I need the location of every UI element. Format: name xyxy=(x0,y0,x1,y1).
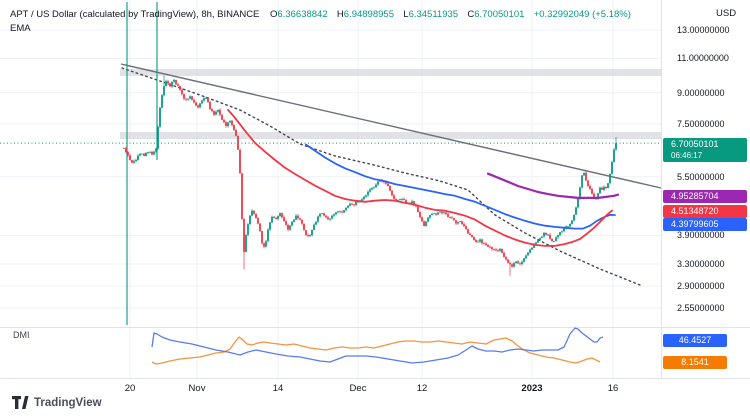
ohlc-change-value: +0.32992049 (+5.18%) xyxy=(533,9,631,20)
price-axis-badge: 4.95285704 xyxy=(663,190,747,203)
ohlc-open-value: 6.36638842 xyxy=(277,9,328,20)
tradingview-logo-text: TradingView xyxy=(34,396,102,409)
price-tick-label: 3.90000000 xyxy=(677,230,725,241)
time-tick-label: 16 xyxy=(607,383,619,394)
tradingview-logo[interactable]: TradingView xyxy=(12,396,102,409)
indicator-ema-label[interactable]: EMA xyxy=(10,23,31,34)
ohlc-close-label: C xyxy=(467,9,475,20)
ohlc-high-value: 6.94898955 xyxy=(343,9,394,20)
indicator-dmi-label[interactable]: DMI xyxy=(13,330,30,340)
ohlc-open-label: O xyxy=(270,9,278,20)
time-tick-label: Nov xyxy=(188,383,206,394)
time-tick-label: 20 xyxy=(124,383,136,394)
price-tick-label: 2.90000000 xyxy=(677,281,725,292)
price-tick-label: 7.50000000 xyxy=(677,118,725,129)
ohlc-low-label: L xyxy=(403,9,409,20)
ohlc-close-value: 6.70050101 xyxy=(474,9,525,20)
price-axis-badge: 6.70050101 06:46:17 xyxy=(663,138,747,162)
time-tick-label: 2023 xyxy=(521,383,543,394)
price-tick-label: 11.00000000 xyxy=(677,53,729,64)
symbol-header: APT / US Dollar (calculated by TradingVi… xyxy=(10,9,631,20)
time-tick-label: 12 xyxy=(416,383,428,394)
currency-label: USD xyxy=(716,8,737,19)
price-tick-label: 9.00000000 xyxy=(677,87,725,98)
time-tick-label: Dec xyxy=(349,383,367,394)
price-countdown: 06:46:17 xyxy=(671,151,703,160)
price-axis-badge: 4.39799605 xyxy=(663,218,747,231)
dmi-value-badge: 8.1541 xyxy=(663,356,727,369)
price-tick-label: 2.55000000 xyxy=(677,303,725,313)
price-tick-label: 13.00000000 xyxy=(677,24,730,35)
price-tick-label: 5.50000000 xyxy=(677,171,725,182)
price-tick-label: 3.30000000 xyxy=(677,258,725,269)
tradingview-logo-icon xyxy=(12,396,29,409)
price-axis-badge: 4.51348720 xyxy=(663,205,747,218)
ohlc-low-value: 6.34511935 xyxy=(408,9,459,20)
symbol-title[interactable]: APT / US Dollar (calculated by TradingVi… xyxy=(10,9,260,20)
ohlc-high-label: H xyxy=(336,9,344,20)
dmi-value-badge: 46.4527 xyxy=(663,334,727,347)
time-tick-label: 14 xyxy=(272,383,284,394)
